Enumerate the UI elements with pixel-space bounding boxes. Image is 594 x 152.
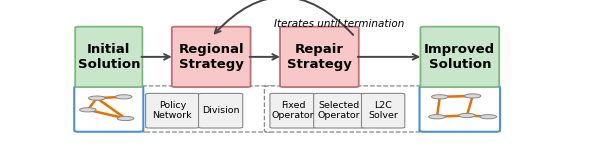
FancyBboxPatch shape (264, 86, 423, 132)
Circle shape (465, 94, 481, 98)
FancyBboxPatch shape (172, 27, 251, 87)
FancyBboxPatch shape (140, 86, 273, 132)
Text: Initial
Solution: Initial Solution (78, 43, 140, 71)
Circle shape (89, 96, 105, 100)
FancyBboxPatch shape (74, 86, 143, 132)
FancyBboxPatch shape (419, 86, 500, 132)
FancyBboxPatch shape (198, 93, 243, 128)
Circle shape (115, 95, 132, 99)
FancyBboxPatch shape (421, 27, 499, 87)
Circle shape (459, 113, 475, 117)
Circle shape (480, 115, 497, 119)
Circle shape (429, 115, 446, 119)
Circle shape (431, 95, 448, 99)
Text: Selected
Operator: Selected Operator (318, 101, 361, 120)
Text: Division: Division (202, 106, 239, 115)
FancyBboxPatch shape (270, 93, 317, 128)
Text: Policy
Network: Policy Network (153, 101, 192, 120)
FancyBboxPatch shape (146, 93, 199, 128)
Text: Improved
Solution: Improved Solution (424, 43, 495, 71)
Text: Fixed
Operator: Fixed Operator (272, 101, 314, 120)
FancyBboxPatch shape (280, 27, 359, 87)
FancyBboxPatch shape (362, 93, 405, 128)
Circle shape (80, 108, 96, 112)
Text: Repair
Strategy: Repair Strategy (287, 43, 352, 71)
Text: L2C
Solver: L2C Solver (368, 101, 398, 120)
FancyBboxPatch shape (75, 27, 143, 87)
Text: Iterates until termination: Iterates until termination (274, 19, 404, 29)
Text: Regional
Strategy: Regional Strategy (178, 43, 244, 71)
Circle shape (117, 116, 134, 121)
FancyBboxPatch shape (314, 93, 365, 128)
